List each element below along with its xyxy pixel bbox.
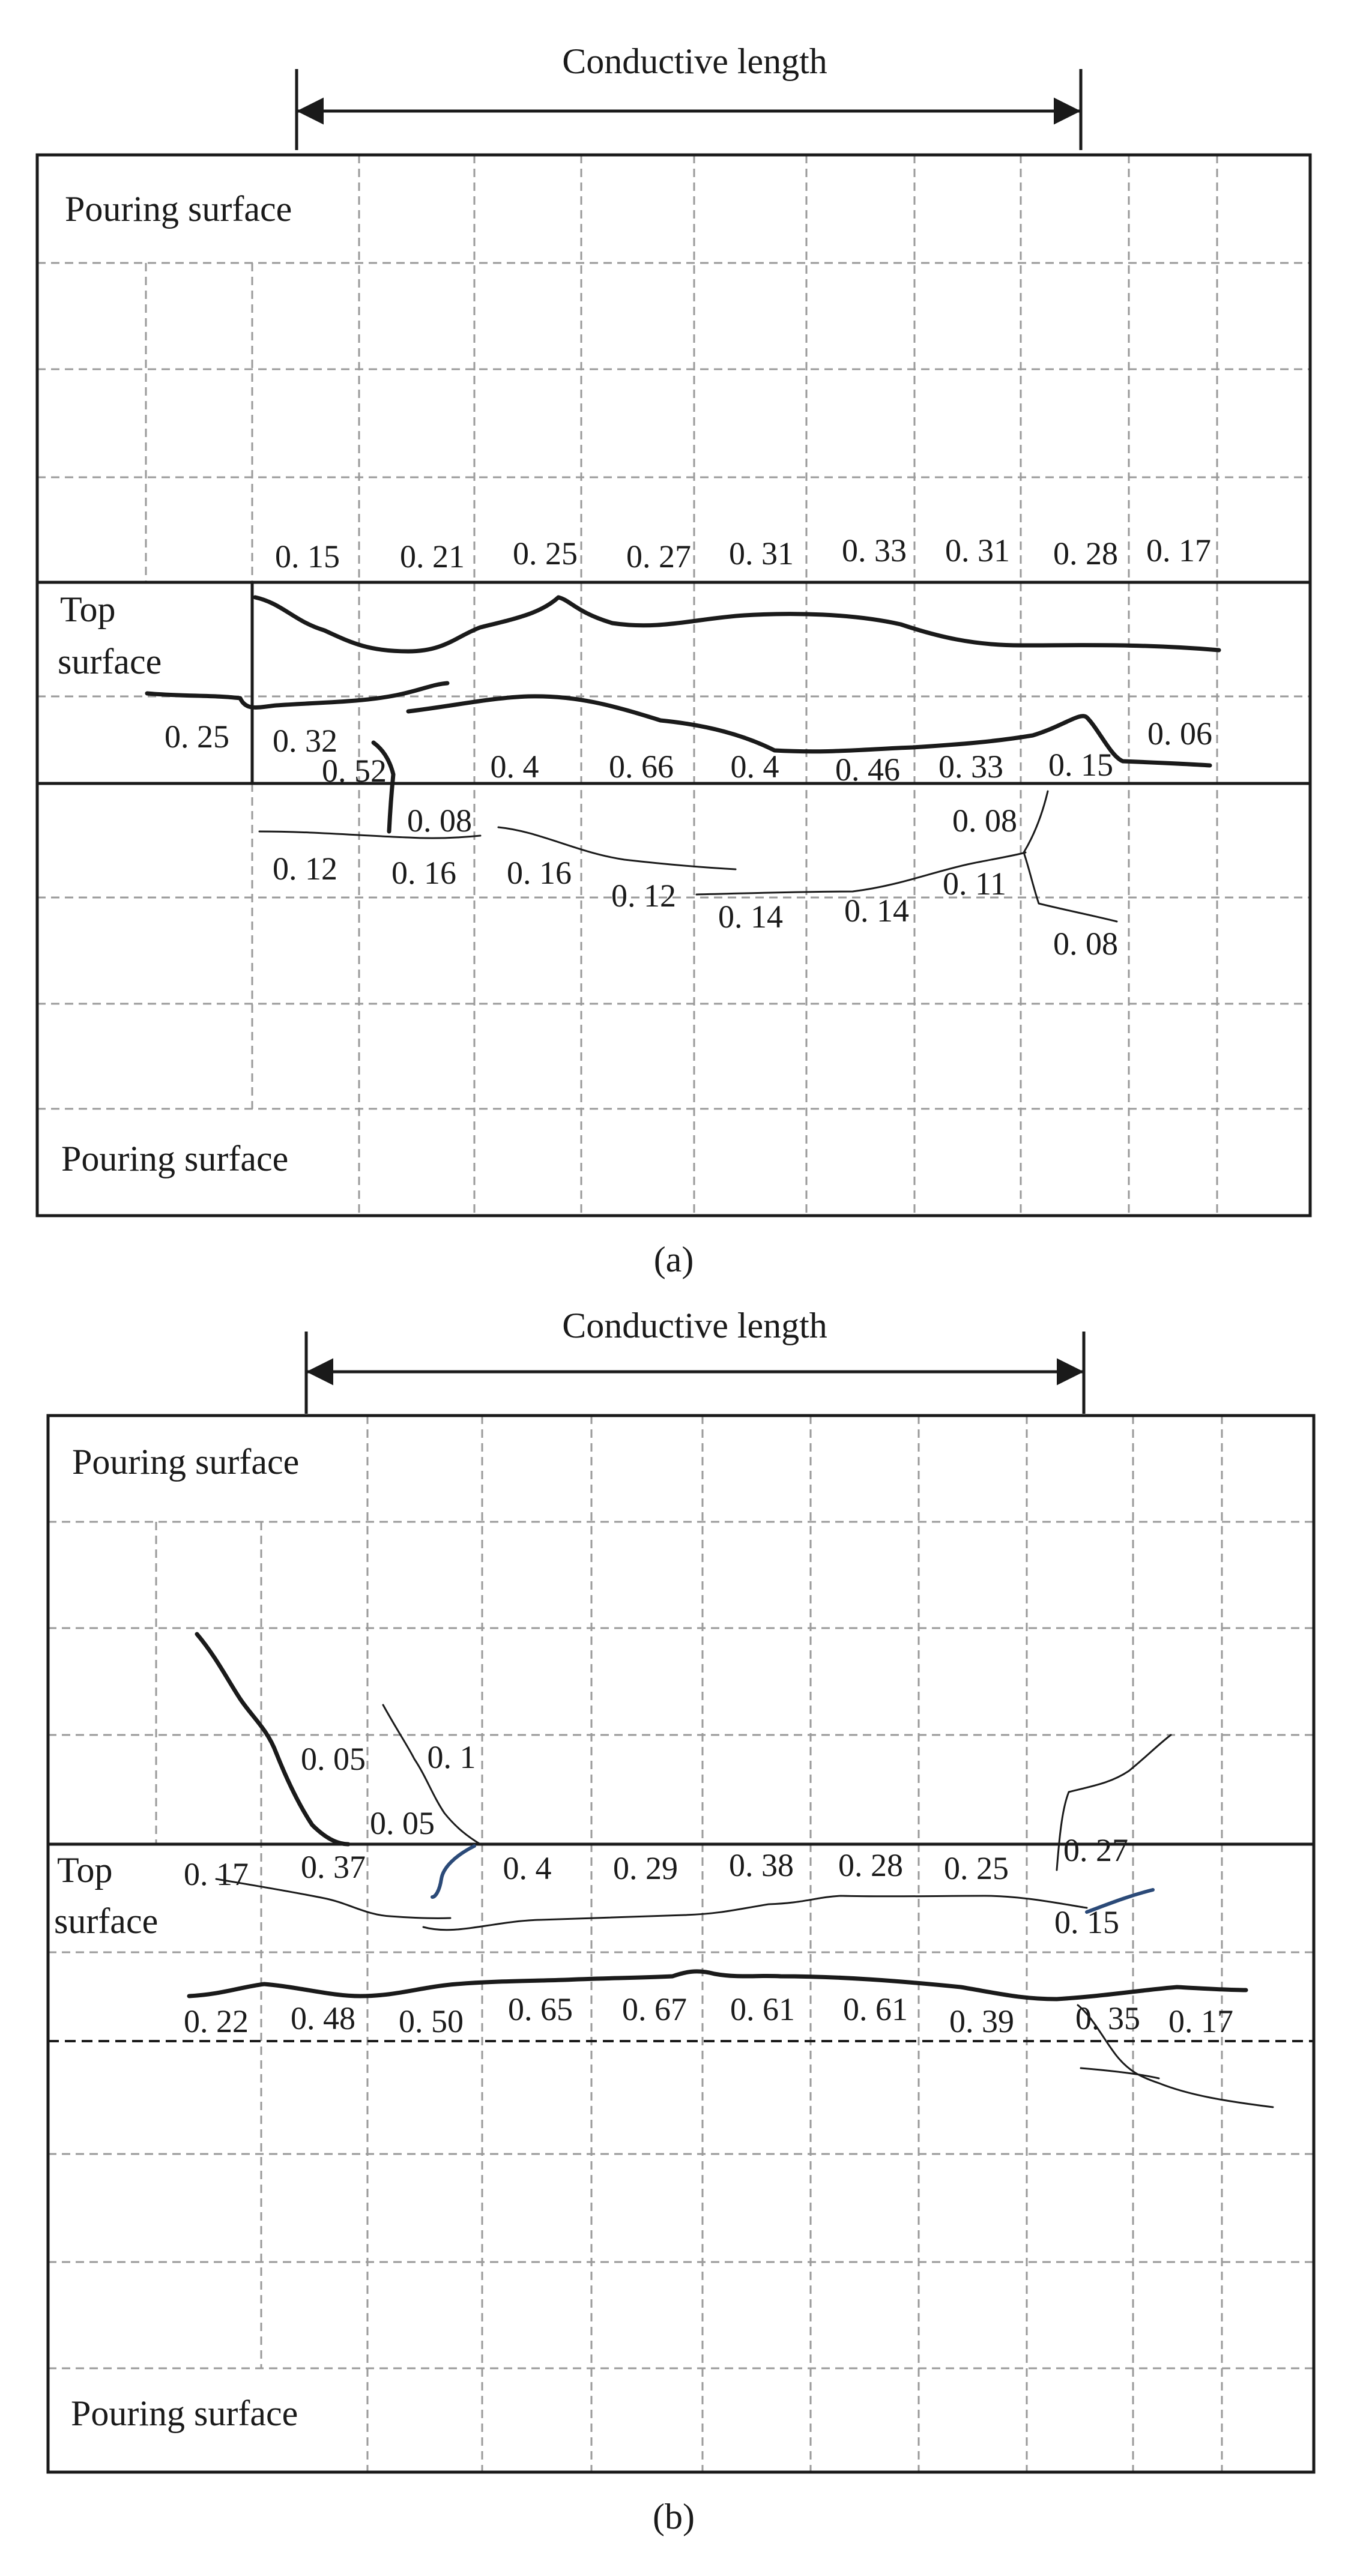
crack-width-label-a: 0. 25 [165,719,229,755]
crack-width-label-a: 0. 28 [1053,535,1118,572]
crack-diagonal-thin-b [382,1704,482,1845]
cracks-b [187,1632,1274,2108]
crack-width-label-b: 0. 37 [301,1849,366,1885]
crack-lower-left-a [258,830,482,839]
crack-width-label-b: 0. 65 [508,1991,573,2027]
conductive-length-label-b: Conductive length [562,1306,827,1345]
crack-width-label-a: 0. 31 [945,532,1010,569]
crack-width-label-b: 0. 67 [622,1991,687,2027]
top-surface-label-line1-a: Top [60,590,115,629]
crack-width-label-a: 0. 4 [731,749,779,785]
beam-outline-b [46,1414,1316,2474]
crack-lower-b [187,1969,1248,2001]
panel-b-caption: (b) [653,2497,695,2536]
pouring-surface-top-label-b: Pouring surface [72,1442,299,1482]
crack-width-label-b: 0. 25 [944,1850,1009,1886]
grid-a [37,155,1310,1216]
crack-width-label-b: 0. 05 [370,1805,435,1841]
crack-width-label-a: 0. 12 [273,851,337,887]
crack-width-label-b: 0. 29 [613,1850,678,1886]
crack-width-label-a: 0. 06 [1147,716,1212,752]
panel-a-caption: (a) [654,1240,694,1279]
crack-width-label-b: 0. 17 [184,1856,249,1892]
crack-width-label-b: 0. 4 [503,1850,552,1886]
crack-width-label-a: 0. 66 [609,749,674,785]
crack-width-label-a: 0. 08 [407,803,472,839]
crack-lower-right-a [695,851,1027,896]
panel-b: Conductive length Pouring surface P [46,1306,1316,2536]
crack-lower-branch-2-b [1080,2067,1160,2080]
crack-width-label-a: 0. 14 [844,893,909,929]
crack-upper-right-b [422,1895,1088,1931]
crack-branch-a [371,740,396,834]
crack-width-label-b: 0. 15 [1054,1904,1119,1940]
crack-blue-left-b [431,1844,476,1899]
crack-middle-left-a [145,681,450,710]
crack-width-label-a: 0. 15 [1048,747,1113,783]
crack-width-label-a: 0. 16 [507,855,572,891]
conductive-length-dimension-a [295,69,1083,150]
crack-width-label-a: 0. 12 [611,878,676,914]
crack-width-label-a: 0. 21 [400,538,465,575]
crack-width-label-b: 0. 61 [730,1991,795,2027]
crack-width-label-b: 0. 05 [301,1741,366,1777]
crack-width-label-a: 0. 32 [273,723,337,759]
crack-upper-a [253,595,1221,654]
crack-width-label-a: 0. 33 [842,532,907,569]
crack-lower-branch-b [1077,2004,1274,2108]
crack-upper-branch-b [1056,1734,1172,1871]
crack-diagonal-b [195,1632,351,1847]
grid-b [48,1416,1314,2472]
crack-width-label-b: 0. 27 [1063,1832,1128,1868]
crack-width-label-b: 0. 35 [1075,2000,1140,2036]
crack-width-label-b: 0. 1 [428,1739,476,1775]
pouring-surface-bottom-label-a: Pouring surface [61,1139,288,1178]
crack-width-label-a: 0. 27 [626,538,691,575]
panel-a: Conductive length [35,41,1312,1279]
crack-width-label-a: 0. 46 [835,752,900,788]
crack-width-label-a: 0. 08 [952,803,1017,839]
crack-width-label-a: 0. 25 [513,535,578,572]
top-surface-label-line1-b: Top [57,1850,112,1890]
crack-width-label-b: 0. 22 [184,2003,249,2039]
beam-outline-a [35,153,1312,1217]
crack-width-label-a: 0. 16 [391,855,456,891]
crack-width-label-b: 0. 39 [949,2003,1014,2039]
crack-width-label-a: 0. 11 [943,866,1006,902]
crack-width-label-a: 0. 52 [322,753,387,789]
crack-middle-right-a [406,694,1212,768]
pouring-surface-bottom-label-b: Pouring surface [71,2394,298,2433]
crack-width-label-b: 0. 48 [291,2000,355,2036]
crack-width-label-a: 0. 08 [1053,926,1118,962]
crack-width-label-a: 0. 4 [491,749,539,785]
pouring-surface-top-label-a: Pouring surface [65,189,292,229]
crack-width-label-b: 0. 38 [729,1847,794,1883]
crack-width-label-a: 0. 33 [938,749,1003,785]
crack-width-label-a: 0. 14 [718,899,783,935]
crack-widths-a: 0. 15 0. 21 0. 25 0. 27 0. 31 0. 33 0. 3… [165,532,1212,962]
conductive-length-label-a: Conductive length [562,41,827,81]
top-surface-label-line2-b: surface [54,1901,158,1941]
crack-blue-right-b [1085,1888,1155,1914]
crack-width-label-a: 0. 15 [275,538,340,575]
top-surface-label-line2-a: surface [58,642,162,681]
crack-width-label-b: 0. 28 [838,1847,903,1883]
crack-widths-b: 0. 05 0. 1 0. 05 0. 27 0. 17 0. 37 0. 4 … [184,1739,1233,2039]
crack-width-label-a: 0. 31 [729,535,794,572]
crack-lower-branch-a [1023,790,1118,923]
conductive-length-dimension-b [304,1332,1086,1414]
crack-lower-mid-a [497,826,737,870]
crack-width-label-b: 0. 61 [843,1991,908,2027]
crack-upper-left-b [215,1878,452,1919]
crack-width-label-b: 0. 50 [399,2003,464,2039]
crack-width-label-b: 0. 17 [1168,2003,1233,2039]
cracks-a [145,595,1221,923]
crack-width-label-a: 0. 17 [1146,532,1211,569]
